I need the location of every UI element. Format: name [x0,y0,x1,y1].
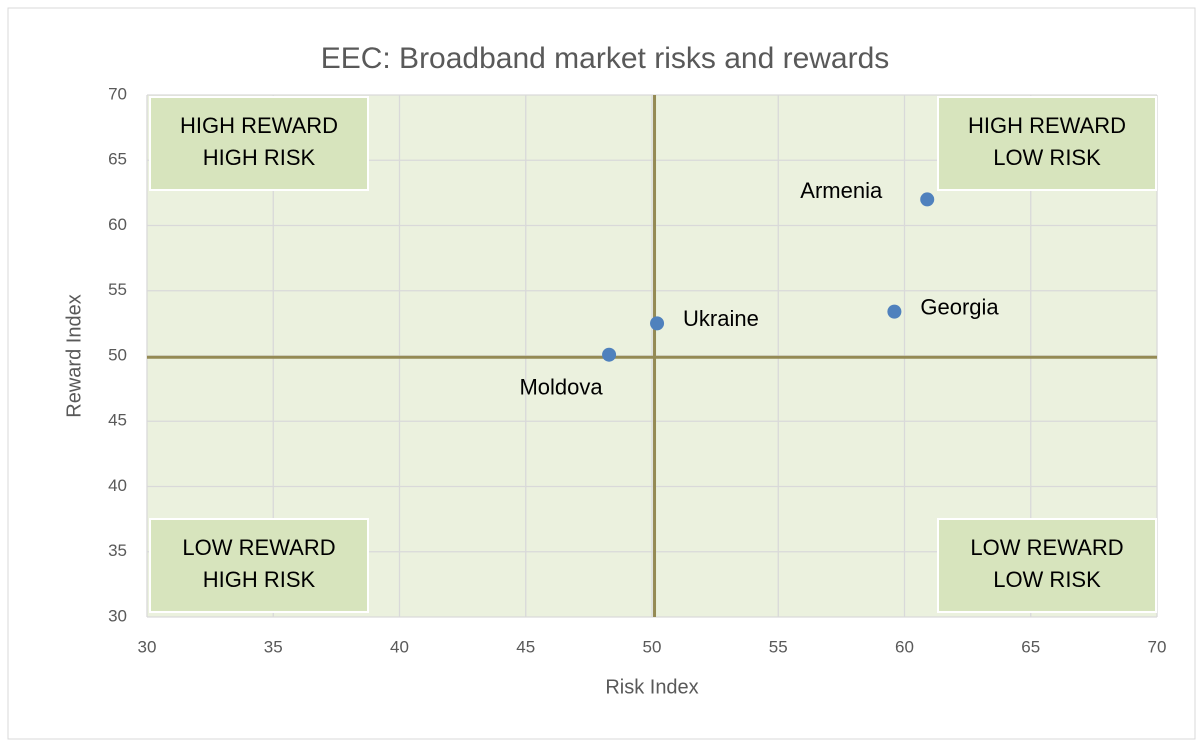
quadrant-label: HIGH RISK [203,567,316,592]
quadrant-label: LOW RISK [993,567,1101,592]
y-tick-label: 35 [108,541,127,560]
y-tick-label: 60 [108,215,127,234]
point [650,316,665,331]
x-tick-label: 60 [895,637,914,656]
quadrant-label: LOW REWARD [182,535,335,560]
point [602,347,617,362]
x-tick-label: 55 [769,637,788,656]
quadrant-label: HIGH RISK [203,145,316,170]
y-tick-label: 50 [108,345,127,364]
quadrant-box [149,96,369,191]
y-tick-label: 45 [108,411,127,430]
point-label: Ukraine [683,306,759,331]
y-tick-label: 70 [108,84,127,103]
x-axis-title: Risk Index [605,676,698,698]
quadrant-label: LOW RISK [993,145,1101,170]
x-tick-label: 45 [516,637,535,656]
x-tick-label: 50 [643,637,662,656]
quadrant-label: HIGH REWARD [968,113,1126,138]
quadrant-box [937,96,1157,191]
y-tick-label: 55 [108,280,127,299]
quadrant-label: HIGH REWARD [180,113,338,138]
x-tick-label: 40 [390,637,409,656]
point-label: Armenia [800,178,883,203]
point-label: Moldova [519,375,603,400]
x-tick-label: 65 [1021,637,1040,656]
y-tick-label: 40 [108,476,127,495]
x-tick-label: 35 [264,637,283,656]
quadrant-box [937,518,1157,613]
point [920,192,935,207]
y-tick-label: 30 [108,606,127,625]
y-tick-label: 65 [108,150,127,169]
quadrant-box [149,518,369,613]
x-tick-label: 30 [138,637,157,656]
y-axis-title: Reward Index [63,294,85,417]
x-tick-label: 70 [1148,637,1167,656]
chart-title: EEC: Broadband market risks and rewards [321,42,890,75]
point-label: Georgia [920,294,999,319]
quadrant-label: LOW REWARD [970,535,1123,560]
point [887,304,902,319]
